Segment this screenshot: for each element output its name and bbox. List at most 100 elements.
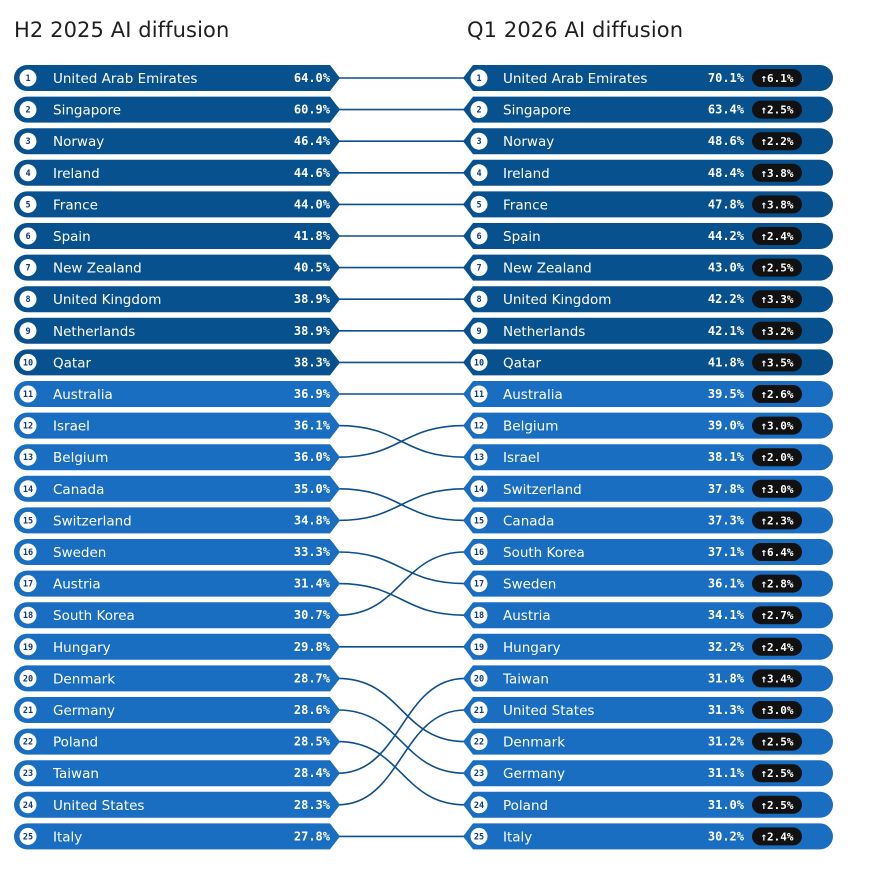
left-row: 12 Israel 36.1%: [14, 412, 341, 439]
right-row: 7 New Zealand 43.0% ↑2.5%: [463, 254, 834, 281]
change-label: ↑2.2%: [760, 135, 793, 148]
right-row: 17 Sweden 36.1% ↑2.8%: [463, 570, 834, 597]
right-row: 11 Australia 39.5% ↑2.6%: [463, 381, 833, 407]
right-country-label: Austria: [503, 608, 551, 624]
right-row-bar: [463, 381, 833, 407]
right-rank-badge: [470, 827, 488, 845]
change-label: ↑2.0%: [760, 451, 793, 464]
left-rank-badge: [19, 132, 37, 150]
right-row-bar: [463, 665, 834, 692]
left-country-label: Ireland: [53, 166, 100, 182]
left-row: 14 Canada 35.0%: [14, 475, 341, 502]
left-rank-badge: [19, 417, 37, 435]
right-rank-number: 21: [474, 706, 484, 716]
right-rank-number: 16: [474, 548, 484, 558]
change-label: ↑3.0%: [760, 420, 793, 433]
right-row-bar: [463, 823, 833, 850]
left-rank-number: 10: [23, 358, 33, 368]
right-row: 13 Israel 38.1% ↑2.0%: [463, 444, 834, 471]
right-row-bar: [463, 191, 834, 218]
left-row-bar: [13, 507, 341, 534]
left-column-title: H2 2025 AI diffusion: [14, 18, 230, 42]
left-rank-badge: [19, 259, 37, 277]
right-rank-number: 22: [474, 738, 484, 748]
right-rank-number: 10: [474, 358, 484, 368]
right-row-bar: [463, 444, 834, 471]
left-rank-number: 22: [23, 738, 33, 748]
change-badge: [752, 100, 802, 119]
left-row-bar: [14, 159, 341, 186]
left-value-label: 30.7%: [294, 608, 331, 622]
right-value-label: 42.1%: [708, 324, 745, 338]
connector-denmark: [337, 677, 466, 743]
left-value-label: 38.9%: [294, 292, 331, 306]
left-row: 9 Netherlands 38.9%: [14, 317, 341, 344]
left-value-label: 28.5%: [294, 735, 331, 749]
left-value-label: 31.4%: [294, 577, 331, 591]
change-label: ↑3.0%: [760, 704, 793, 717]
left-rank-number: 14: [23, 485, 33, 495]
left-rank-badge: [19, 101, 37, 119]
right-row-bar: [463, 412, 834, 439]
left-rank-badge: [19, 575, 37, 593]
left-rank-number: 21: [23, 706, 33, 716]
right-value-label: 70.1%: [708, 71, 745, 85]
change-badge: [752, 479, 802, 498]
right-rank-number: 25: [474, 832, 484, 842]
right-country-label: Australia: [503, 387, 563, 403]
left-country-label: Germany: [53, 703, 115, 719]
right-country-label: New Zealand: [503, 261, 592, 277]
left-row: 22 Poland 28.5%: [14, 728, 341, 755]
left-rank-number: 20: [23, 674, 33, 684]
right-country-label: Canada: [503, 513, 554, 529]
left-row: 15 Switzerland 34.8%: [13, 507, 341, 534]
left-rank-number: 13: [23, 453, 33, 463]
right-value-label: 39.5%: [708, 387, 745, 401]
right-country-label: Germany: [503, 766, 565, 782]
change-badge: [752, 69, 802, 87]
right-value-label: 48.4%: [708, 166, 745, 180]
left-row-bar: [14, 317, 341, 344]
left-row-bar: [14, 254, 341, 281]
change-label: ↑3.3%: [760, 293, 793, 306]
left-row-bar: [14, 412, 341, 439]
right-row-bar: [463, 570, 834, 597]
change-badge: [752, 637, 802, 656]
right-row-bar: [463, 286, 834, 313]
right-rank-number: 17: [474, 580, 484, 590]
left-value-label: 38.9%: [294, 324, 331, 338]
left-country-label: Denmark: [53, 671, 115, 687]
left-row-bar: [14, 697, 340, 723]
right-rank-badge: [470, 575, 488, 593]
right-rank-number: 2: [476, 106, 481, 116]
right-rank-number: 8: [476, 295, 481, 305]
connector-germany: [337, 709, 466, 774]
right-row-bar: [463, 507, 833, 534]
left-row-bar: [14, 349, 341, 376]
left-row: 8 United Kingdom 38.9%: [14, 286, 341, 313]
right-row-bar: [463, 539, 833, 565]
left-rank-badge: [19, 764, 37, 782]
right-rank-number: 7: [476, 264, 481, 274]
right-row-bar: [463, 760, 834, 787]
left-row-bar: [14, 128, 341, 155]
left-row: 4 Ireland 44.6%: [14, 159, 341, 186]
right-value-label: 32.2%: [708, 640, 745, 654]
right-country-label: Spain: [503, 229, 541, 245]
left-country-label: Poland: [53, 735, 98, 751]
left-value-label: 44.0%: [294, 197, 331, 211]
left-country-label: Israel: [53, 419, 90, 435]
right-country-label: Israel: [503, 450, 540, 466]
right-row: 6 Spain 44.2% ↑2.4%: [463, 223, 833, 249]
left-row-bar: [14, 823, 341, 850]
left-rank-badge: [19, 322, 37, 340]
right-rank-number: 12: [474, 422, 484, 432]
right-value-label: 41.8%: [708, 355, 745, 369]
right-row: 15 Canada 37.3% ↑2.3%: [463, 507, 833, 534]
left-value-label: 28.7%: [294, 671, 331, 685]
right-country-label: United Kingdom: [503, 292, 611, 308]
left-value-label: 40.5%: [294, 261, 331, 275]
left-country-label: Hungary: [53, 640, 111, 656]
left-rank-list: 1 United Arab Emirates 64.0% 2 Singapore 60.9…: [13, 65, 341, 850]
